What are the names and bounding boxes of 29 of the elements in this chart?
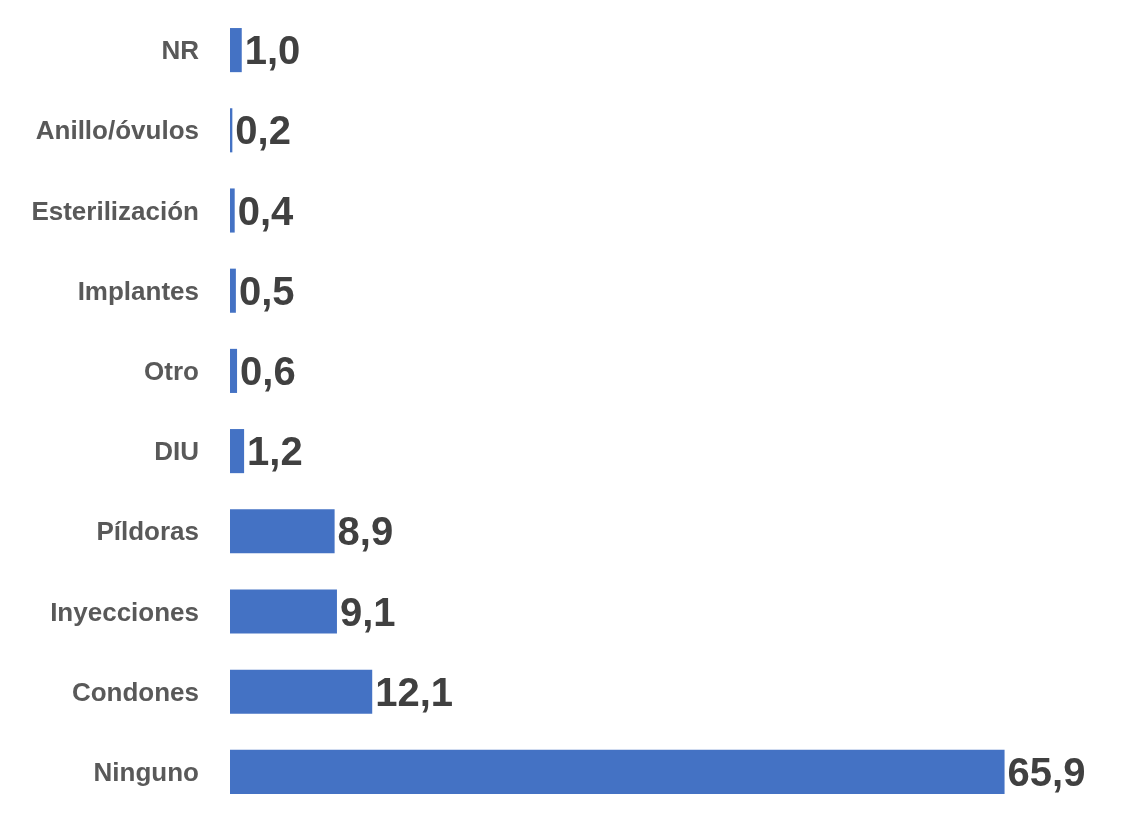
bar xyxy=(230,669,373,714)
data-label: 1,0 xyxy=(244,28,301,73)
data-label: 12,1 xyxy=(375,669,454,714)
data-label: 9,1 xyxy=(339,589,396,634)
data-label: 0,5 xyxy=(238,268,295,313)
y-tick-label: Inyecciones xyxy=(50,596,199,627)
bar xyxy=(230,749,1005,794)
y-tick-label: NR xyxy=(161,35,200,66)
bar xyxy=(230,28,242,73)
y-tick-label: DIU xyxy=(154,436,199,467)
y-tick-label: Esterilización xyxy=(31,195,199,226)
bar xyxy=(230,509,335,554)
y-tick-label: Condones xyxy=(71,676,199,707)
y-tick-label: Píldoras xyxy=(96,516,199,547)
bar xyxy=(230,188,235,233)
y-tick-label: Otro xyxy=(144,356,199,386)
data-label: 8,9 xyxy=(337,509,394,554)
bar xyxy=(230,589,337,634)
data-label: 65,9 xyxy=(1007,749,1086,794)
y-tick-label: Ninguno xyxy=(93,757,199,787)
y-tick-label: Anillo/óvulos xyxy=(35,115,199,146)
bar xyxy=(230,429,245,474)
data-label: 1,2 xyxy=(247,429,303,474)
data-label: 0,2 xyxy=(235,108,291,153)
data-label: 0,4 xyxy=(237,188,295,233)
bar xyxy=(230,348,238,393)
y-tick-label: Implantes xyxy=(77,275,199,306)
bar xyxy=(230,268,236,313)
data-label: 0,6 xyxy=(240,348,296,393)
